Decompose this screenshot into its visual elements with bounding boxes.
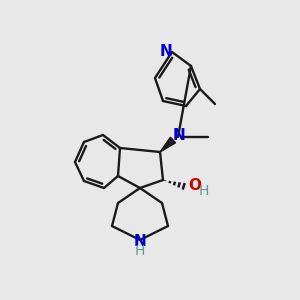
Text: O: O xyxy=(188,178,202,194)
Text: N: N xyxy=(160,44,172,59)
Polygon shape xyxy=(160,137,176,152)
Text: N: N xyxy=(172,128,185,143)
Text: H: H xyxy=(135,244,145,258)
Text: N: N xyxy=(134,233,146,248)
Text: H: H xyxy=(199,184,209,198)
